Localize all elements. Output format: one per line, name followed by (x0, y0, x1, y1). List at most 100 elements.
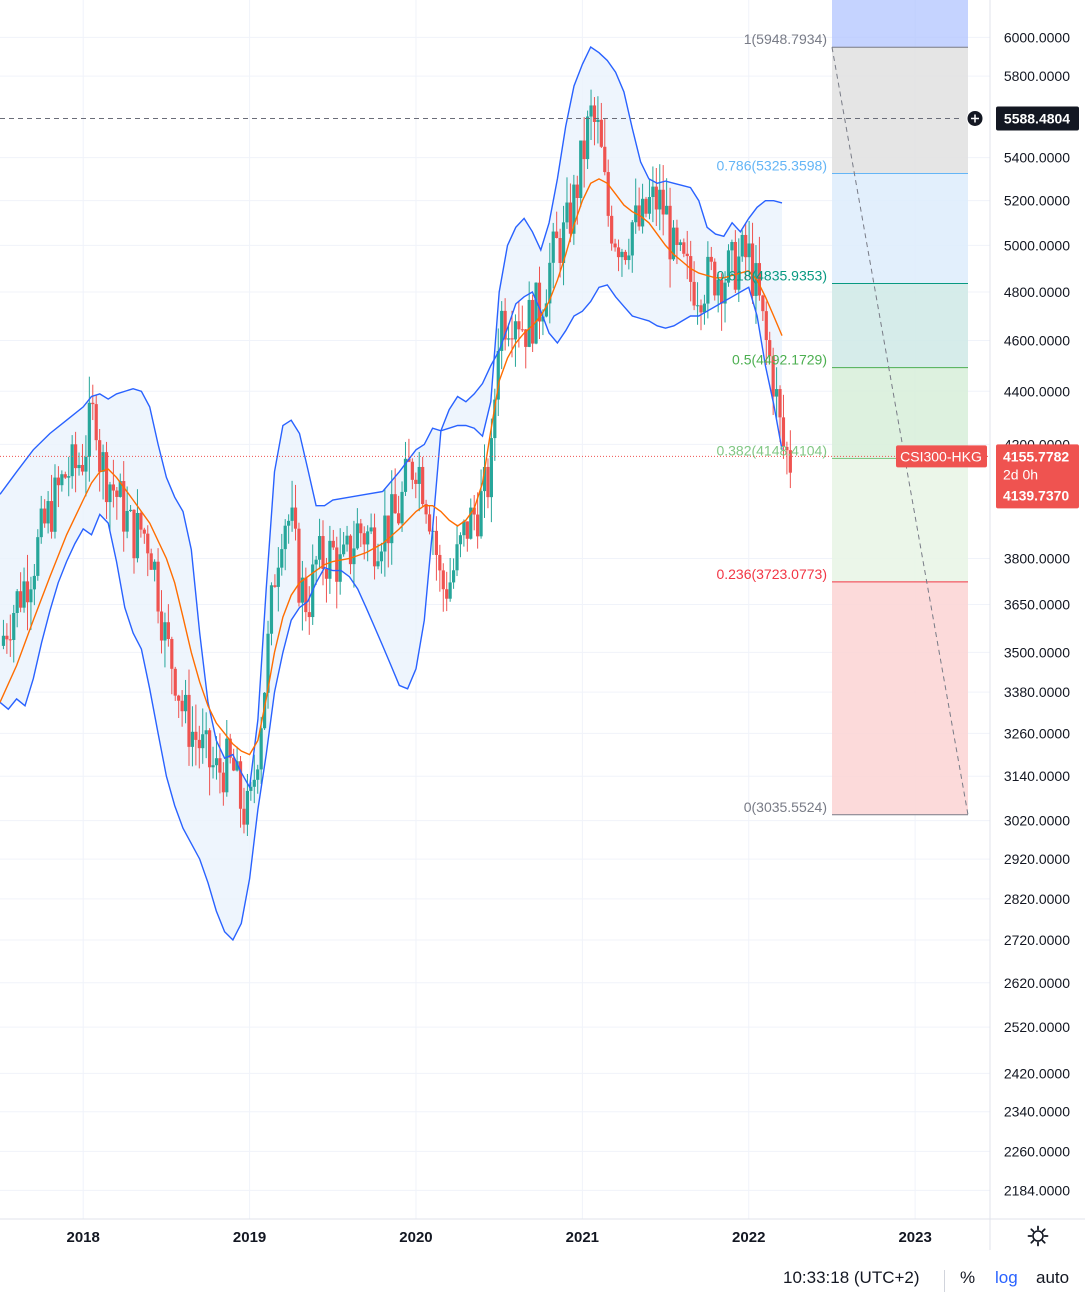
candle-body (293, 507, 298, 529)
candle-body (479, 491, 483, 537)
candle-body (465, 521, 469, 539)
candle-body (225, 738, 229, 793)
candle-body (654, 186, 658, 210)
y-tick-label: 2720.0000 (1004, 932, 1070, 948)
candle-body (280, 549, 284, 568)
candle-body (235, 761, 239, 771)
y-tick-label: 5400.0000 (1004, 150, 1070, 166)
candle-body (43, 508, 47, 524)
candle-body (778, 389, 782, 418)
candle-body (190, 731, 195, 747)
candle-body (720, 279, 724, 304)
candle-body (785, 446, 789, 451)
candle-body (675, 227, 679, 245)
candle-body (183, 694, 188, 712)
bottom-toolbar: 10:33:18 (UTC+2) % log auto (0, 1262, 1085, 1294)
candle-body (661, 189, 665, 215)
candle-body (122, 481, 126, 532)
candle-body (421, 466, 425, 505)
auto-scale-toggle[interactable]: auto (1036, 1268, 1070, 1287)
candle-body (750, 243, 755, 296)
y-tick-label: 4600.0000 (1004, 333, 1070, 349)
candle-body (585, 116, 590, 160)
bollinger-upper-line (0, 45, 783, 790)
candle-body (451, 570, 456, 583)
candle-body (342, 544, 346, 555)
candle-body (531, 299, 535, 344)
candle-body (455, 544, 459, 571)
candle-body (472, 507, 476, 515)
candle-body (67, 476, 71, 478)
y-tick-label: 3260.0000 (1004, 725, 1070, 741)
fib-zone (832, 581, 968, 815)
close-price-label: 4139.7370 (1003, 487, 1069, 503)
candle-body (744, 234, 748, 258)
candle-body (445, 589, 449, 599)
candle-body (565, 202, 569, 223)
bar-countdown-label: 2d 0h (1003, 466, 1038, 482)
candle-body (603, 146, 607, 173)
candle-body (534, 282, 538, 344)
candle-body (338, 554, 342, 582)
fib-zone (832, 283, 968, 368)
candle-body (579, 140, 583, 199)
candle-body (324, 569, 329, 579)
candle-body (665, 205, 669, 215)
candle-body (142, 529, 146, 534)
candle-body (427, 514, 432, 532)
candle-body (32, 575, 36, 590)
candle-body (520, 329, 524, 331)
fib-trend-line (831, 47, 969, 815)
candle-body (300, 577, 304, 603)
fib-zone (832, 367, 968, 459)
candle-body (448, 582, 452, 599)
candle-body (101, 452, 105, 472)
percent-scale-toggle[interactable]: % (960, 1268, 976, 1287)
candle-body (208, 730, 212, 768)
candle-body (390, 494, 394, 544)
bollinger-basis-line (0, 178, 783, 756)
candle-body (269, 585, 274, 634)
time-readout: 10:33:18 (UTC+2) (783, 1268, 920, 1287)
candle-body (517, 321, 521, 330)
gear-icon[interactable] (1026, 1224, 1050, 1248)
x-tick-label: 2019 (233, 1229, 266, 1246)
candle-body (424, 504, 428, 515)
candle-body (104, 452, 109, 503)
candle-body (204, 730, 208, 735)
candle-body (434, 530, 439, 555)
candle-body (194, 731, 198, 740)
candle-body (287, 520, 291, 526)
candle-body (180, 700, 184, 712)
bollinger-lower-line (0, 284, 783, 942)
y-tick-label: 5000.0000 (1004, 237, 1070, 253)
candle-body (228, 738, 232, 758)
candle-body (128, 509, 133, 511)
log-scale-toggle[interactable]: log (995, 1268, 1018, 1287)
candle-body (369, 527, 373, 532)
last-price-tag (996, 444, 1079, 509)
candle-body (493, 399, 497, 439)
x-tick-label: 2018 (67, 1229, 100, 1246)
fib-level-label: 0(3035.5524) (744, 799, 827, 815)
candle-body (462, 521, 466, 536)
candle-body (740, 234, 744, 257)
fib-level-label: 0.618(4835.9353) (716, 267, 827, 283)
candle-body (630, 222, 634, 256)
candle-body (221, 772, 225, 793)
x-tick-label: 2022 (732, 1229, 765, 1246)
candle-body (139, 512, 143, 530)
candle-body (242, 808, 246, 825)
candle-body (245, 790, 250, 825)
y-tick-label: 4400.0000 (1004, 383, 1070, 399)
candle-body (482, 466, 487, 492)
last-price-label: 4155.7782 (1003, 448, 1069, 464)
candle-body (290, 507, 294, 521)
fibonacci-labels: 1(5948.7934) 0.786(5325.3598) 0.618(4835.9… (716, 31, 827, 815)
candle-body (70, 444, 74, 477)
candle-body (441, 570, 445, 590)
candle-body (1, 635, 6, 646)
candle-body (331, 540, 335, 548)
candle-body (572, 184, 576, 234)
